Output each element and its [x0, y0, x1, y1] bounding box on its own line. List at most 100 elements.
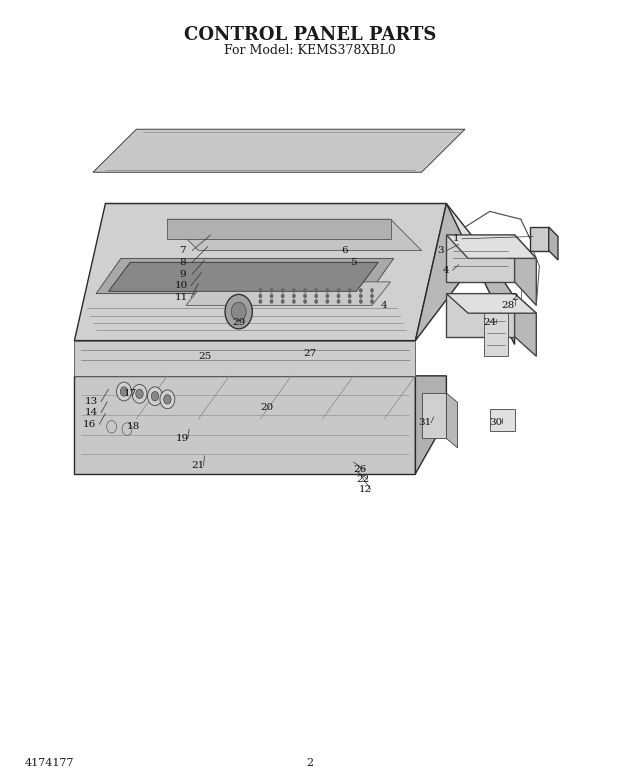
Polygon shape — [74, 341, 415, 376]
Text: 4: 4 — [381, 301, 388, 310]
Circle shape — [270, 299, 273, 304]
Text: 6: 6 — [341, 246, 347, 255]
Text: 11: 11 — [175, 293, 188, 302]
Polygon shape — [446, 294, 536, 313]
Circle shape — [326, 288, 329, 293]
Polygon shape — [490, 409, 515, 431]
Circle shape — [292, 288, 296, 293]
Polygon shape — [167, 219, 422, 251]
Circle shape — [281, 299, 285, 304]
Text: 2: 2 — [512, 293, 518, 302]
Polygon shape — [422, 393, 446, 438]
Circle shape — [370, 299, 374, 304]
Circle shape — [337, 299, 340, 304]
Text: 4: 4 — [443, 265, 449, 275]
Circle shape — [259, 299, 262, 304]
Text: 10: 10 — [175, 281, 188, 290]
Text: 16: 16 — [83, 420, 97, 429]
Polygon shape — [93, 129, 465, 172]
Text: 14: 14 — [85, 408, 99, 417]
Circle shape — [359, 294, 363, 298]
Text: 20: 20 — [260, 402, 273, 412]
Text: 5: 5 — [350, 258, 356, 267]
Circle shape — [337, 294, 340, 298]
Circle shape — [326, 299, 329, 304]
Text: 1: 1 — [453, 234, 459, 244]
Polygon shape — [515, 294, 536, 356]
Circle shape — [292, 299, 296, 304]
Text: 9: 9 — [180, 269, 186, 279]
Text: 25: 25 — [198, 352, 211, 361]
Circle shape — [259, 288, 262, 293]
Polygon shape — [484, 313, 508, 356]
Circle shape — [326, 294, 329, 298]
Circle shape — [303, 288, 307, 293]
Text: 19: 19 — [176, 434, 190, 443]
Circle shape — [303, 299, 307, 304]
Text: 18: 18 — [126, 422, 140, 431]
Polygon shape — [446, 294, 515, 337]
Circle shape — [281, 288, 285, 293]
Text: 27: 27 — [303, 349, 317, 359]
Text: 29: 29 — [232, 318, 246, 327]
Polygon shape — [415, 204, 515, 345]
Text: 2: 2 — [306, 759, 314, 768]
Circle shape — [370, 294, 374, 298]
Circle shape — [225, 294, 252, 329]
Polygon shape — [186, 282, 391, 305]
Circle shape — [117, 382, 131, 401]
Circle shape — [303, 294, 307, 298]
Text: 28: 28 — [502, 301, 515, 310]
Polygon shape — [74, 376, 415, 474]
Polygon shape — [74, 204, 446, 341]
Circle shape — [148, 387, 162, 406]
Polygon shape — [446, 235, 536, 258]
Polygon shape — [105, 204, 484, 251]
Circle shape — [270, 294, 273, 298]
Circle shape — [231, 302, 246, 321]
Circle shape — [314, 299, 318, 304]
Circle shape — [348, 299, 352, 304]
Text: 24: 24 — [483, 318, 497, 327]
Circle shape — [160, 390, 175, 409]
Circle shape — [132, 384, 147, 403]
Polygon shape — [74, 376, 446, 419]
Text: 13: 13 — [85, 397, 99, 406]
Circle shape — [348, 294, 352, 298]
Text: 12: 12 — [359, 485, 373, 494]
Polygon shape — [167, 219, 391, 239]
Circle shape — [292, 294, 296, 298]
Circle shape — [259, 294, 262, 298]
Polygon shape — [446, 393, 458, 448]
Circle shape — [122, 423, 132, 435]
Circle shape — [370, 288, 374, 293]
Polygon shape — [530, 227, 549, 251]
Text: 3: 3 — [437, 246, 443, 255]
Circle shape — [107, 420, 117, 433]
Polygon shape — [108, 262, 378, 291]
Polygon shape — [415, 376, 446, 474]
Text: 30: 30 — [489, 418, 503, 428]
Text: CONTROL PANEL PARTS: CONTROL PANEL PARTS — [184, 27, 436, 44]
Text: 21: 21 — [192, 461, 205, 471]
Polygon shape — [515, 235, 536, 305]
Text: 31: 31 — [418, 418, 432, 428]
Text: 4174177: 4174177 — [25, 759, 74, 768]
Text: 17: 17 — [123, 388, 137, 398]
Circle shape — [314, 294, 318, 298]
Text: 7: 7 — [180, 246, 186, 255]
Circle shape — [120, 387, 128, 396]
Text: 22: 22 — [356, 474, 370, 484]
Circle shape — [348, 288, 352, 293]
Polygon shape — [446, 235, 515, 282]
Text: For Model: KEMS378XBL0: For Model: KEMS378XBL0 — [224, 45, 396, 57]
Polygon shape — [549, 227, 558, 260]
Circle shape — [359, 299, 363, 304]
Circle shape — [281, 294, 285, 298]
Text: 26: 26 — [353, 465, 366, 474]
Polygon shape — [96, 258, 394, 294]
Circle shape — [314, 288, 318, 293]
Circle shape — [359, 288, 363, 293]
Circle shape — [337, 288, 340, 293]
Circle shape — [164, 395, 171, 404]
